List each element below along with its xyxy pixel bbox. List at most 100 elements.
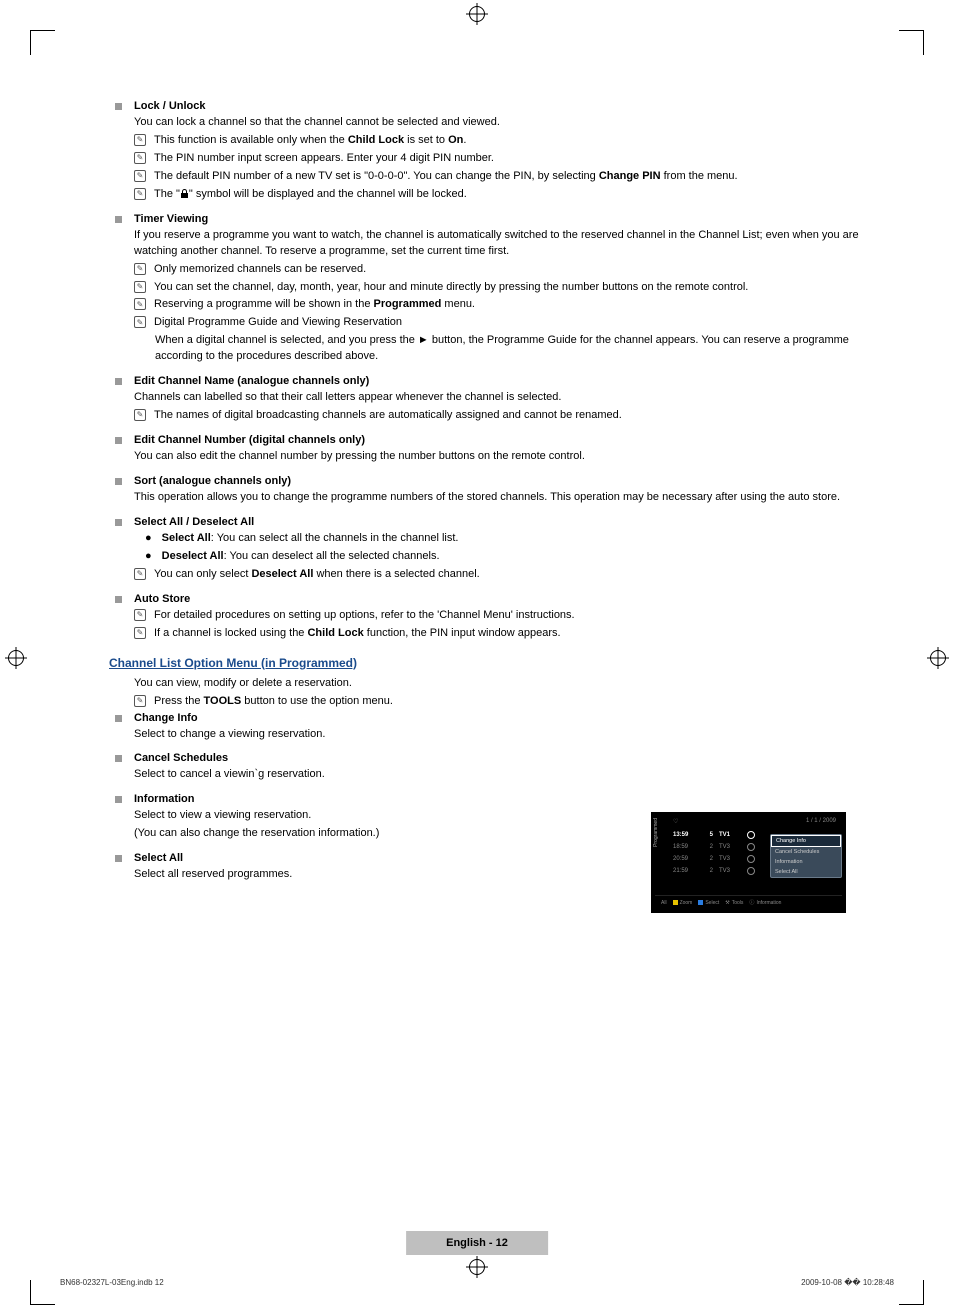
body-text: This operation allows you to change the … [134,490,894,506]
note-icon: ✎ [134,263,146,275]
section: Change InfoSelect to change a viewing re… [115,712,894,743]
square-bullet-icon [115,755,122,762]
note-icon: ✎ [134,170,146,182]
tools-icon: ⚒ [725,900,729,906]
crop-mark [30,30,55,55]
section-title: Select All / Deselect All [134,516,254,528]
clock-icon [747,855,755,863]
section-heading: Channel List Option Menu (in Programmed) [109,656,894,670]
square-bullet-icon [115,437,122,444]
body-text: You can view, modify or delete a reserva… [134,676,894,692]
note-text: Press the TOOLS button to use the option… [154,694,894,710]
note-icon: ✎ [134,409,146,421]
note-line: ✎ Press the TOOLS button to use the optio… [134,694,894,710]
dot-bullet-icon: ● [145,531,152,547]
section: Sort (analogue channels only)This operat… [115,475,894,506]
section: Lock / UnlockYou can lock a channel so t… [115,100,894,203]
note-icon: ✎ [134,152,146,164]
note-text: Reserving a programme will be shown in t… [154,297,894,313]
note-line: ✎You can only select Deselect All when t… [134,567,894,583]
note-text: You can set the channel, day, month, yea… [154,280,894,296]
tv-channel-num: 2 [703,856,713,862]
note-line: ✎ Reserving a programme will be shown in … [134,297,894,313]
note-icon: ✎ [134,568,146,580]
section-title: Cancel Schedules [134,752,228,764]
tv-channel-name: TV3 [719,844,741,850]
registration-mark-top [469,6,485,22]
footer-right: 2009-10-08 �� 10:28:48 [801,1278,894,1287]
crop-mark [899,1280,924,1305]
note-text: This function is available only when the… [154,133,894,149]
section-title: Auto Store [134,593,190,605]
crop-mark [899,30,924,55]
page-number-text: English - 12 [446,1237,508,1249]
section: Edit Channel Number (digital channels on… [115,434,894,465]
note-line: ✎ For detailed procedures on setting up o… [134,608,894,624]
tv-menu-item: Change Info [771,835,841,847]
tv-channel-name: TV1 [719,832,741,838]
note-text: For detailed procedures on setting up op… [154,608,894,624]
body-text: You can also edit the channel number by … [134,449,894,465]
registration-mark-left [8,650,24,666]
document-body: Lock / UnlockYou can lock a channel so t… [115,100,894,883]
note-icon: ✎ [134,134,146,146]
note-text: The PIN number input screen appears. Ent… [154,151,894,167]
clock-icon [747,843,755,851]
tv-channel-num: 2 [703,844,713,850]
section-title: Select All [134,852,183,864]
square-bullet-icon [115,519,122,526]
note-text: The names of digital broadcasting channe… [154,408,894,424]
tv-channel-num: 5 [703,832,713,838]
registration-mark-bottom [469,1259,485,1275]
clock-icon [747,831,755,839]
info-icon: ⓘ [749,899,754,906]
body-text: Channels can labelled so that their call… [134,390,894,406]
note-line: ✎ Digital Programme Guide and Viewing Res… [134,315,894,331]
section: Cancel Schedules Select to cancel a viewi… [115,752,894,783]
square-bullet-icon [115,216,122,223]
tv-menu-item: Cancel Schedules [771,847,841,857]
note-line: ✎ The names of digital broadcasting chann… [134,408,894,424]
page-number-box: English - 12 [406,1231,548,1255]
note-icon: ✎ [134,188,146,200]
section-title: Edit Channel Name (analogue channels onl… [134,375,369,387]
section: Edit Channel Name (analogue channels onl… [115,375,894,424]
note-icon: ✎ [134,316,146,328]
note-text: The "" symbol will be displayed and the … [154,187,894,203]
tv-time: 18:59 [673,844,697,850]
note-text: Only memorized channels can be reserved. [154,262,894,278]
tv-channel-num: 2 [703,868,713,874]
note-text: If a channel is locked using the Child L… [154,626,894,642]
note-icon: ✎ [134,281,146,293]
note-line: ✎ The PIN number input screen appears. En… [134,151,894,167]
section-title: Timer Viewing [134,213,208,225]
square-bullet-icon [115,715,122,722]
tv-heart-icon: ♡ [673,818,678,825]
square-bullet-icon [115,596,122,603]
tv-screenshot: Programmed ♡ 1 / 1 / 2009 13:595TV118:59… [651,812,846,913]
square-bullet-icon [115,855,122,862]
note-line: ✎ The "" symbol will be displayed and the… [134,187,894,203]
tv-side-label: Programmed [653,818,659,847]
tv-bottom-tag: ⚒Tools [725,899,743,906]
note-text: The default PIN number of a new TV set i… [154,169,894,185]
sub-text: When a digital channel is selected, and … [155,333,894,365]
color-square-icon [698,900,703,905]
tv-time: 21:59 [673,868,697,874]
body-text: Select to cancel a viewin`g reservation. [134,767,894,783]
note-icon: ✎ [134,695,146,707]
dot-bullet-icon: ● [145,549,152,565]
footer-left: BN68-02327L-03Eng.indb 12 [60,1278,164,1287]
color-square-icon [673,900,678,905]
bullet-line: ●Deselect All: You can deselect all the … [145,549,894,565]
tv-time: 13:59 [673,832,697,838]
note-icon: ✎ [134,609,146,621]
note-text: Digital Programme Guide and Viewing Rese… [154,315,894,331]
note-line: ✎ You can set the channel, day, month, ye… [134,280,894,296]
note-icon: ✎ [134,627,146,639]
body-text: Select to change a viewing reservation. [134,727,894,743]
square-bullet-icon [115,378,122,385]
body-text: You can lock a channel so that the chann… [134,115,894,131]
section-title: Information [134,793,195,805]
note-icon: ✎ [134,298,146,310]
